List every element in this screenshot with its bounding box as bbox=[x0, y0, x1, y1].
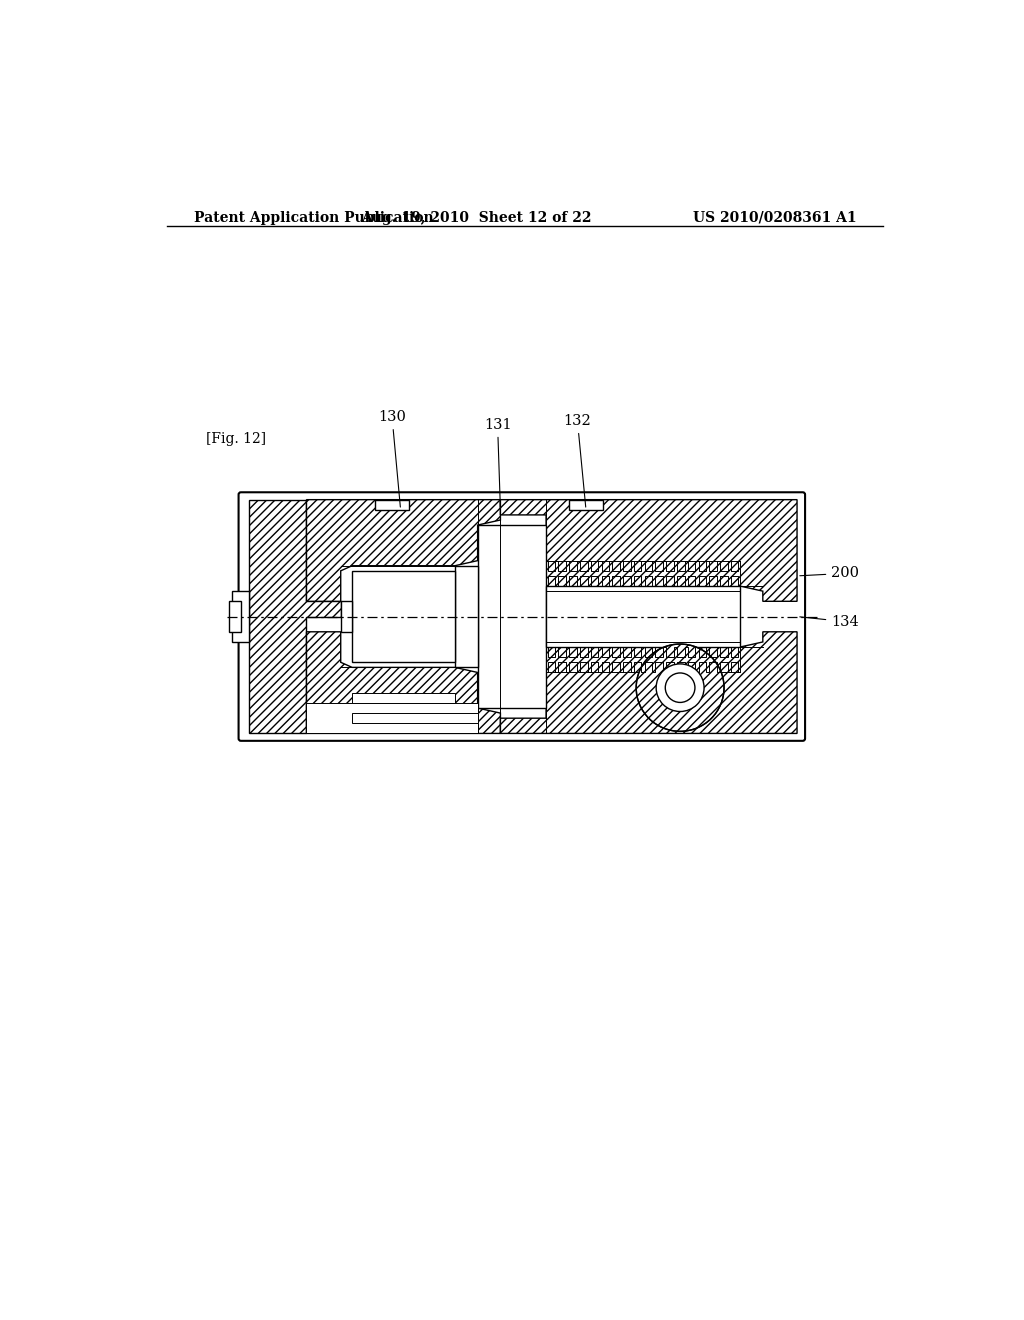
Bar bbox=[306, 704, 477, 734]
Polygon shape bbox=[501, 500, 797, 602]
Circle shape bbox=[656, 664, 705, 711]
Bar bbox=[352, 713, 477, 723]
Polygon shape bbox=[501, 632, 797, 734]
Text: 134: 134 bbox=[800, 615, 859, 628]
Polygon shape bbox=[306, 632, 501, 734]
Text: Patent Application Publication: Patent Application Publication bbox=[194, 211, 433, 224]
Text: 132: 132 bbox=[563, 414, 591, 507]
Text: 131: 131 bbox=[483, 417, 511, 507]
Text: US 2010/0208361 A1: US 2010/0208361 A1 bbox=[693, 211, 856, 224]
Circle shape bbox=[636, 644, 724, 731]
Bar bbox=[375, 500, 410, 510]
Polygon shape bbox=[306, 500, 501, 602]
Bar bbox=[229, 602, 241, 632]
Text: [Fig. 12]: [Fig. 12] bbox=[206, 432, 265, 446]
Polygon shape bbox=[546, 647, 740, 672]
Bar bbox=[546, 586, 740, 647]
Polygon shape bbox=[546, 561, 740, 586]
Bar bbox=[352, 570, 455, 663]
Bar bbox=[455, 566, 477, 668]
Bar bbox=[477, 525, 546, 708]
Circle shape bbox=[666, 673, 695, 702]
Text: 200: 200 bbox=[800, 566, 859, 581]
Text: 130: 130 bbox=[378, 411, 406, 507]
Bar bbox=[232, 591, 250, 642]
Bar bbox=[569, 500, 603, 510]
FancyBboxPatch shape bbox=[239, 492, 805, 741]
Bar bbox=[341, 602, 352, 632]
Bar bbox=[352, 693, 455, 704]
Polygon shape bbox=[250, 500, 341, 734]
Text: Aug. 19, 2010  Sheet 12 of 22: Aug. 19, 2010 Sheet 12 of 22 bbox=[361, 211, 592, 224]
